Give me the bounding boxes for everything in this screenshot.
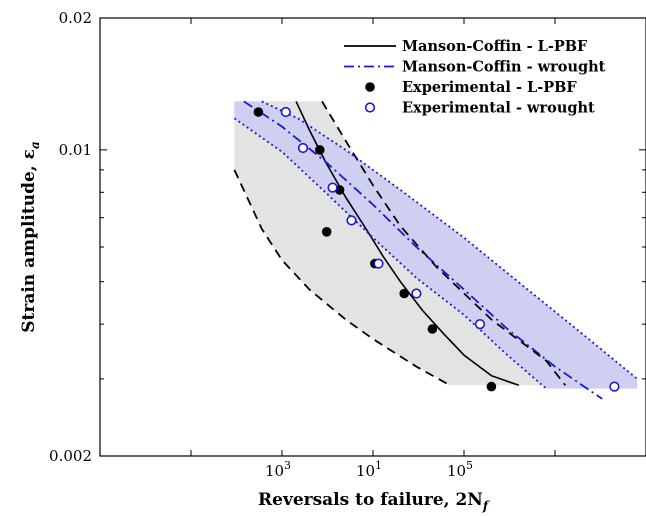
wrought-data-point [411,288,422,299]
wrought-data-point [609,381,620,392]
wrought-scatter-band-upper-line [261,100,638,380]
y-tick-label: 0.01 [59,141,92,159]
legend-entry: Experimental - L-PBF [365,79,577,96]
wrought-data-point [373,258,384,269]
y-axis-label-main: Strain amplitude, ε [19,149,39,333]
wrought-data-point [346,215,357,226]
legend-swatch-marker [364,102,376,113]
x-tick-label: 101 [356,459,382,480]
legend-entry: Manson-Coffin - L-PBF [344,38,588,55]
scatter-bands [234,101,638,389]
manson-coffin-wrought-line [243,100,603,400]
x-axis-ticks: 103 105 101 [99,18,646,480]
legend-label: Manson-Coffin - L-PBF [402,38,588,55]
y-tick-label: 0.002 [49,447,92,465]
y-axis-label-sub: a [28,141,42,149]
wrought-scatter-band-fill [234,101,638,389]
x-tick-label: 103 [265,459,291,480]
lpbf-data-point [486,381,497,392]
lpbf-data-point [427,324,438,334]
l-pbf-scatter-band-lower-line [233,169,451,387]
lpbf-data-point [399,288,410,299]
manson-coffin-l-pbf-line [295,101,520,387]
y-axis-label: Strain amplitude, εa [19,141,42,333]
lpbf-data-point [253,107,264,117]
lpbf-data-point [315,145,325,155]
legend-entry: Manson-Coffin - wrought [344,59,606,76]
x-axis-label-main: Reversals to failure, 2N [258,490,483,510]
legend-entry: Experimental - wrought [364,100,595,117]
lpbf-data-point [321,227,332,237]
x-axis-label-sub: f [482,499,490,513]
y-axis-ticks: 0.002 0.01 0.02 [49,9,646,465]
wrought-data-point [297,142,309,154]
y-tick-label: 0.02 [59,9,92,27]
wrought-data-point [474,319,486,330]
x-tick-label: 105 [447,459,473,480]
wrought-data-point [280,106,291,118]
legend-label: Manson-Coffin - wrought [402,59,606,76]
legend: Manson-Coffin - L-PBF Manson-Coffin - wro… [344,38,606,117]
l-pbf-scatter-band-upper-line [321,100,567,386]
wrought-data-point [327,182,338,193]
x-axis-label: Reversals to failure, 2Nf [258,490,490,513]
legend-label: Experimental - wrought [402,100,595,117]
legend-swatch-marker [365,82,375,92]
legend-label: Experimental - L-PBF [402,79,577,96]
series-lines [233,100,638,400]
data-markers [253,106,620,392]
